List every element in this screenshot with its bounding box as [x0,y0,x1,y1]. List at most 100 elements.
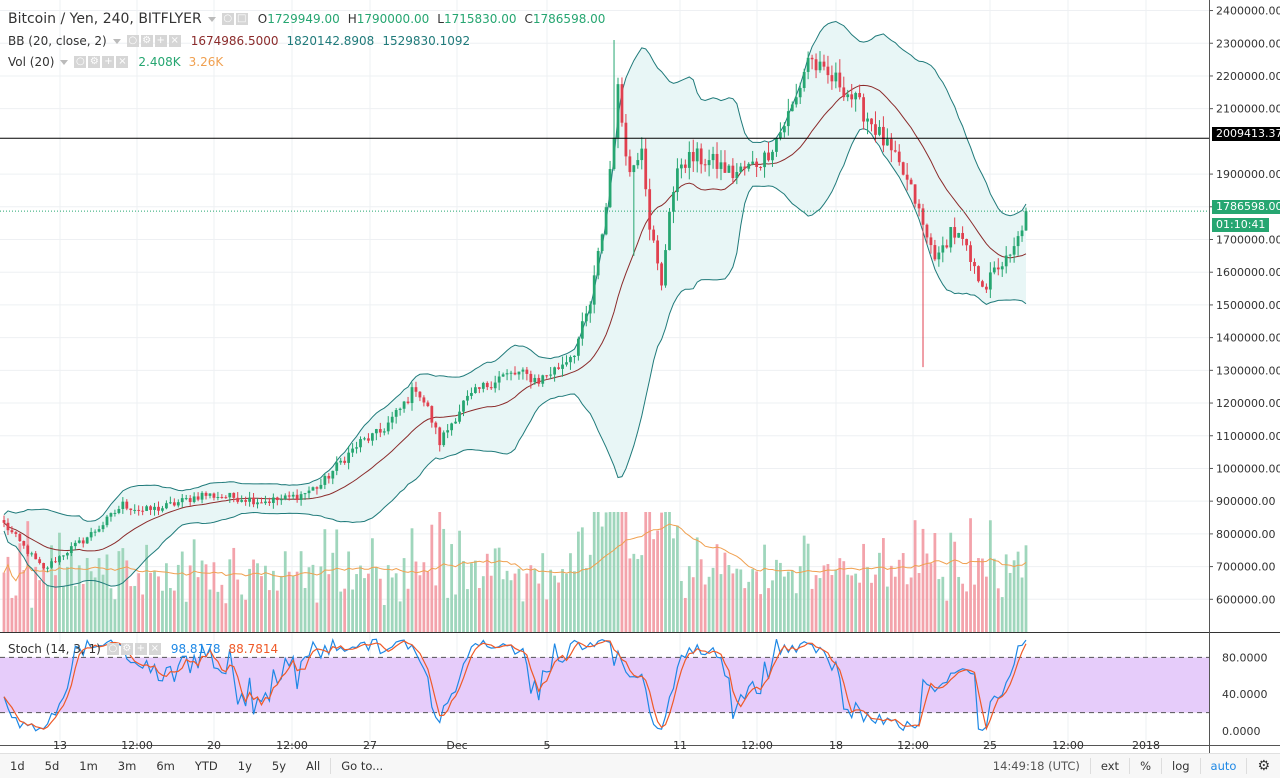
ext-toggle[interactable]: ext [1100,759,1120,773]
log-toggle[interactable]: log [1172,759,1190,773]
candle-body [786,111,790,127]
volume-bar [973,584,976,632]
volume-bar [672,538,675,632]
settings-icon[interactable]: ⚙ [140,35,153,47]
goto-button[interactable]: Go to... [341,759,384,773]
volume-bar [311,564,315,632]
bb-lower-value: 1529830.1092 [382,34,471,48]
range-1m-button[interactable]: 1m [79,759,98,773]
volume-bar [981,558,984,632]
add-icon[interactable]: + [134,643,147,655]
candle-body [683,164,687,168]
candle-body [743,166,747,169]
candle-body [481,382,485,389]
settings-icon[interactable]: ○ [221,13,234,25]
candle-body [569,357,572,363]
volume-bar [299,551,303,632]
time-tick-label: 20 [207,739,221,752]
volume-bar [921,528,925,632]
range-1d-button[interactable]: 1d [10,759,25,773]
close-icon[interactable]: × [116,56,129,68]
price-tick-label: 1400000.00 [1216,332,1280,345]
auto-toggle[interactable]: auto [1210,759,1237,773]
candle-body [77,540,81,543]
candle-body [965,238,968,246]
candle-body [331,470,335,479]
utc-clock[interactable]: 14:49:18 (UTC) [992,759,1080,773]
candle-body [299,494,303,500]
candle-body [434,422,438,428]
visibility-icon[interactable]: ○ [106,643,119,655]
candle-body [925,224,929,238]
chevron-down-icon[interactable] [60,59,69,65]
percent-toggle[interactable]: % [1140,759,1152,773]
candle-body [981,281,984,287]
candle-body [38,559,42,564]
candle-body [779,132,782,139]
visibility-icon[interactable]: ○ [74,56,87,68]
candle-body [640,148,644,161]
volume-bar [624,512,628,632]
add-icon[interactable]: + [154,35,167,47]
volume-bar [992,558,996,632]
candle-body [458,411,461,422]
range-all-button[interactable]: All [306,759,321,773]
chevron-down-icon[interactable] [207,16,216,22]
volume-bar [430,524,434,632]
volume-bar [149,572,152,632]
volume-bar [172,590,176,632]
volume-bar [22,570,26,632]
candle-body [489,387,493,389]
candle-body [909,179,913,185]
volume-bar [351,589,354,632]
time-tick-label: 12:00 [276,739,308,752]
candle-body [905,174,909,180]
candle-body [307,490,311,494]
hide-icon[interactable]: □ [235,13,248,25]
range-3m-button[interactable]: 3m [117,759,137,773]
range-5y-button[interactable]: 5y [271,759,286,773]
candle-body [200,492,204,500]
visibility-icon[interactable]: ○ [126,35,139,47]
close-icon[interactable]: × [168,35,181,47]
volume-bar [517,568,521,632]
volume-bar [105,554,109,632]
candle-body [14,532,18,534]
close-icon[interactable]: × [148,643,161,655]
candle-body [268,501,271,504]
chevron-down-icon[interactable] [112,38,121,44]
candle-body [834,72,838,82]
range-ytd-button[interactable]: YTD [194,759,218,773]
bb-upper-line [3,20,1027,522]
range-5d-button[interactable]: 5d [44,759,60,773]
candle-body [711,153,715,161]
candle-body [537,377,541,384]
volume-bar [97,558,101,632]
price-tick-label: 2100000.00 [1216,103,1280,116]
candle-body [969,245,972,262]
volume-bar [406,588,410,632]
vol-legend: Vol (20) ○ ⚙ + × 2.408K 3.26K [8,53,223,71]
candle-body [446,430,450,433]
candle-body [367,438,370,441]
volume-bar [474,560,477,632]
volume-bar [525,573,529,632]
volume-bar [1016,551,1020,632]
candle-body [454,421,457,424]
range-1y-button[interactable]: 1y [237,759,252,773]
candle-body [949,227,953,248]
candle-body [941,245,945,253]
volume-bar [961,583,965,632]
volume-bar [157,576,160,632]
settings-icon[interactable]: ⚙ [120,643,133,655]
volume-bar [723,552,727,632]
add-icon[interactable]: + [102,56,115,68]
volume-bar [636,558,640,632]
volume-bar [497,547,501,632]
settings-icon[interactable]: ⚙ [88,56,101,68]
gear-icon[interactable]: ⚙ [1257,758,1270,774]
range-6m-button[interactable]: 6m [156,759,175,773]
candle-body [117,508,121,513]
volume-bar [378,578,382,632]
